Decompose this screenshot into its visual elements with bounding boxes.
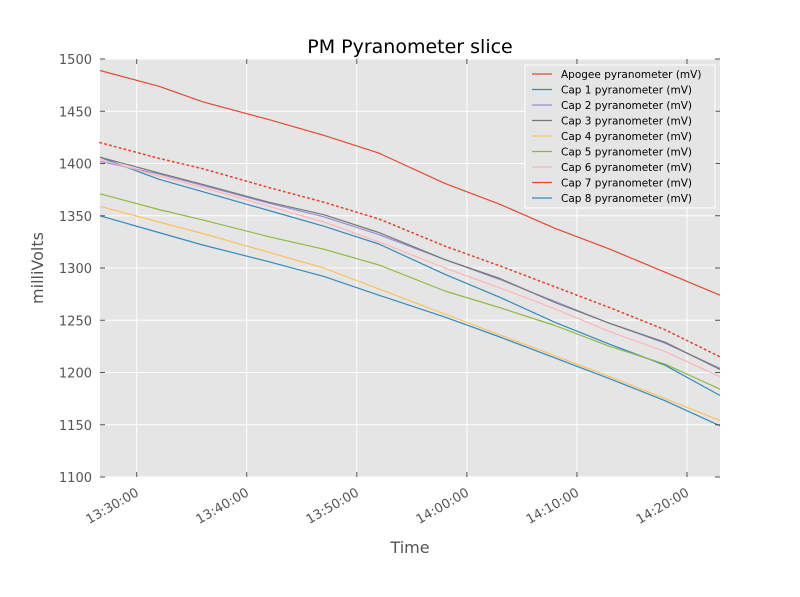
legend-box — [524, 64, 716, 209]
legend-entry-label: Cap 2 pyranometer (mV) — [561, 100, 692, 112]
series-lines — [99, 69, 721, 427]
legend-entry-label: Cap 6 pyranometer (mV) — [561, 162, 692, 174]
series-line-7 — [99, 158, 721, 378]
y-tick-label: 1100 — [59, 471, 92, 486]
series-line-1 — [99, 141, 721, 358]
y-tick-label: 1200 — [59, 367, 92, 382]
series-line-8 — [99, 69, 721, 296]
series-line-2 — [99, 156, 721, 397]
series-line-9 — [99, 215, 721, 427]
y-tick-label: 1250 — [59, 314, 92, 329]
series-line-4 — [99, 156, 721, 370]
chart-title: PM Pyranometer slice — [307, 36, 513, 58]
series-line-5 — [99, 205, 721, 422]
y-tick-label: 1400 — [59, 158, 92, 173]
y-tick-label: 1150 — [59, 419, 92, 434]
y-tick-label: 1350 — [59, 210, 92, 225]
legend-entry-label: Cap 8 pyranometer (mV) — [561, 193, 692, 205]
legend-entry-label: Cap 7 pyranometer (mV) — [561, 178, 692, 190]
y-tick-label: 1450 — [59, 105, 92, 120]
series-line-6 — [99, 193, 721, 390]
x-axis-label: Time — [389, 538, 429, 557]
legend-entry-label: Cap 1 pyranometer (mV) — [561, 85, 692, 97]
y-axis-label: milliVolts — [28, 232, 47, 304]
legend-entry-label: Apogee pyranometer (mV) — [561, 69, 701, 81]
legend: Apogee pyranometer (mV) Cap 1 pyranometer… — [524, 64, 716, 209]
legend-entry-label: Cap 5 pyranometer (mV) — [561, 147, 692, 159]
legend-entry-label: Cap 4 pyranometer (mV) — [561, 131, 692, 143]
y-tick-label: 1500 — [59, 53, 92, 68]
legend-entry-label: Cap 3 pyranometer (mV) — [561, 116, 692, 128]
y-tick-label: 1300 — [59, 262, 92, 277]
